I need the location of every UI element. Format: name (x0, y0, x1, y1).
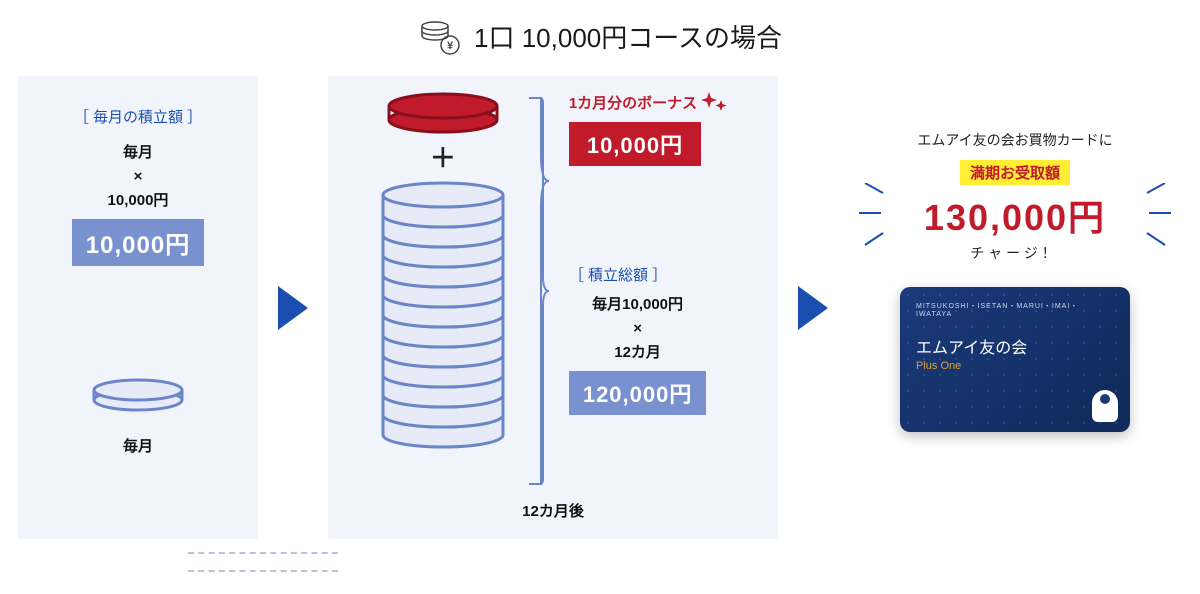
card-chip-icon (1092, 390, 1118, 422)
svg-text:¥: ¥ (447, 40, 454, 52)
sparkle-icon (701, 90, 727, 114)
bonus-amount-badge: 10,000円 (569, 122, 701, 166)
bonus-label-text: 1カ月分のボーナス (569, 92, 697, 113)
monthly-amount-badge: 10,000円 (72, 219, 204, 266)
dashed-connector (188, 570, 338, 572)
total-calc: 毎月10,000円 × 12カ月 (569, 293, 707, 365)
bracket-icon (527, 96, 549, 486)
calc-times: × (134, 168, 143, 185)
panel-total: ＋ 1カ月分のボーナス 10,000円 (328, 76, 778, 539)
shopping-card: MITSUKOSHI・ISETAN・MARUI・IMAI・IWATAYA エムア… (900, 287, 1130, 432)
calc-text: 10,000円 (108, 192, 169, 209)
card-title: エムアイ友の会 (916, 334, 1114, 358)
arrow-2 (778, 76, 848, 539)
single-coin-icon (90, 376, 186, 417)
panel-monthly: ［ 毎月の積立額 ］ 毎月 × 10,000円 10,000円 毎月 (18, 76, 258, 539)
page-title: 1口 10,000円コースの場合 (474, 18, 782, 55)
main-row: ［ 毎月の積立額 ］ 毎月 × 10,000円 10,000円 毎月 (0, 76, 1200, 539)
calc-times: × (633, 320, 642, 337)
stack-right-column: 1カ月分のボーナス 10,000円 ［ 積立総額 ］ 毎月10,000円 × 1… (569, 90, 727, 415)
monthly-bracket-label: ［ 毎月の積立額 ］ (74, 106, 202, 127)
coin-stack-column: ＋ (379, 90, 507, 451)
arrow-1 (258, 76, 328, 539)
total-bracket-label: ［ 積立総額 ］ (569, 264, 707, 285)
plus-icon: ＋ (430, 138, 456, 175)
calc-text: 毎月10,000円 (592, 296, 683, 313)
card-intro-text: エムアイ友の会お買物カードに (917, 130, 1112, 150)
total-block: ［ 積立総額 ］ 毎月10,000円 × 12カ月 120,000円 (569, 264, 707, 415)
coins-yen-icon: ¥ (418, 16, 462, 56)
maturity-label: 満期お受取額 (960, 160, 1070, 185)
monthly-bottom-label: 毎月 (123, 435, 153, 456)
rays-icon (855, 183, 1175, 253)
arrow-right-icon (798, 286, 828, 330)
total-bottom-label: 12カ月後 (522, 500, 584, 521)
big-amount-wrap: 130,000円 (924, 189, 1106, 241)
calc-text: 毎月 (123, 144, 153, 161)
monthly-calc: 毎月 × 10,000円 (108, 141, 169, 213)
calc-text: 12カ月 (614, 344, 661, 361)
bonus-coin-icon (384, 90, 502, 134)
total-amount-badge: 120,000円 (569, 371, 707, 415)
panel-card: エムアイ友の会お買物カードに 満期お受取額 130,000円 チャージ！ MIT… (848, 76, 1182, 539)
dashed-connector (188, 552, 338, 554)
card-brand-strip: MITSUKOSHI・ISETAN・MARUI・IMAI・IWATAYA (916, 301, 1114, 318)
arrow-right-icon (278, 286, 308, 330)
coin-stack-icon (379, 181, 507, 451)
header: ¥ 1口 10,000円コースの場合 (0, 0, 1200, 76)
card-subtitle: Plus One (916, 360, 1114, 372)
bonus-label: 1カ月分のボーナス (569, 90, 727, 114)
